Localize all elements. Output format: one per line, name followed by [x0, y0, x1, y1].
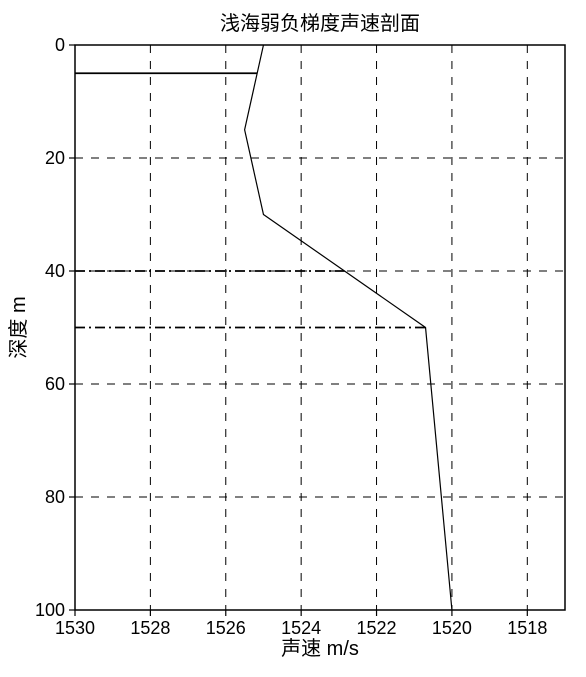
- svg-text:60: 60: [45, 374, 65, 394]
- svg-text:20: 20: [45, 148, 65, 168]
- svg-text:1528: 1528: [130, 618, 170, 638]
- sound-speed-profile-chart: 浅海弱负梯度声速剖面 声速 m/s 深度 m 15301528152615241…: [0, 0, 586, 677]
- svg-text:1518: 1518: [507, 618, 547, 638]
- svg-text:1524: 1524: [281, 618, 321, 638]
- svg-text:80: 80: [45, 487, 65, 507]
- svg-text:0: 0: [55, 35, 65, 55]
- svg-text:1530: 1530: [55, 618, 95, 638]
- chart-axes: [69, 45, 565, 616]
- chart-title: 浅海弱负梯度声速剖面: [220, 12, 420, 35]
- svg-text:1526: 1526: [206, 618, 246, 638]
- svg-text:40: 40: [45, 261, 65, 281]
- x-tick-labels: 1530 1528 1526 1524 1522 1520 1518: [55, 618, 547, 638]
- svg-text:1522: 1522: [357, 618, 397, 638]
- svg-text:1520: 1520: [432, 618, 472, 638]
- svg-text:100: 100: [35, 600, 65, 620]
- y-axis-label: 深度 m: [7, 296, 30, 358]
- marker-lines: [75, 73, 426, 327]
- y-tick-labels: 0 20 40 60 80 100: [35, 35, 65, 620]
- x-axis-label: 声速 m/s: [281, 637, 359, 660]
